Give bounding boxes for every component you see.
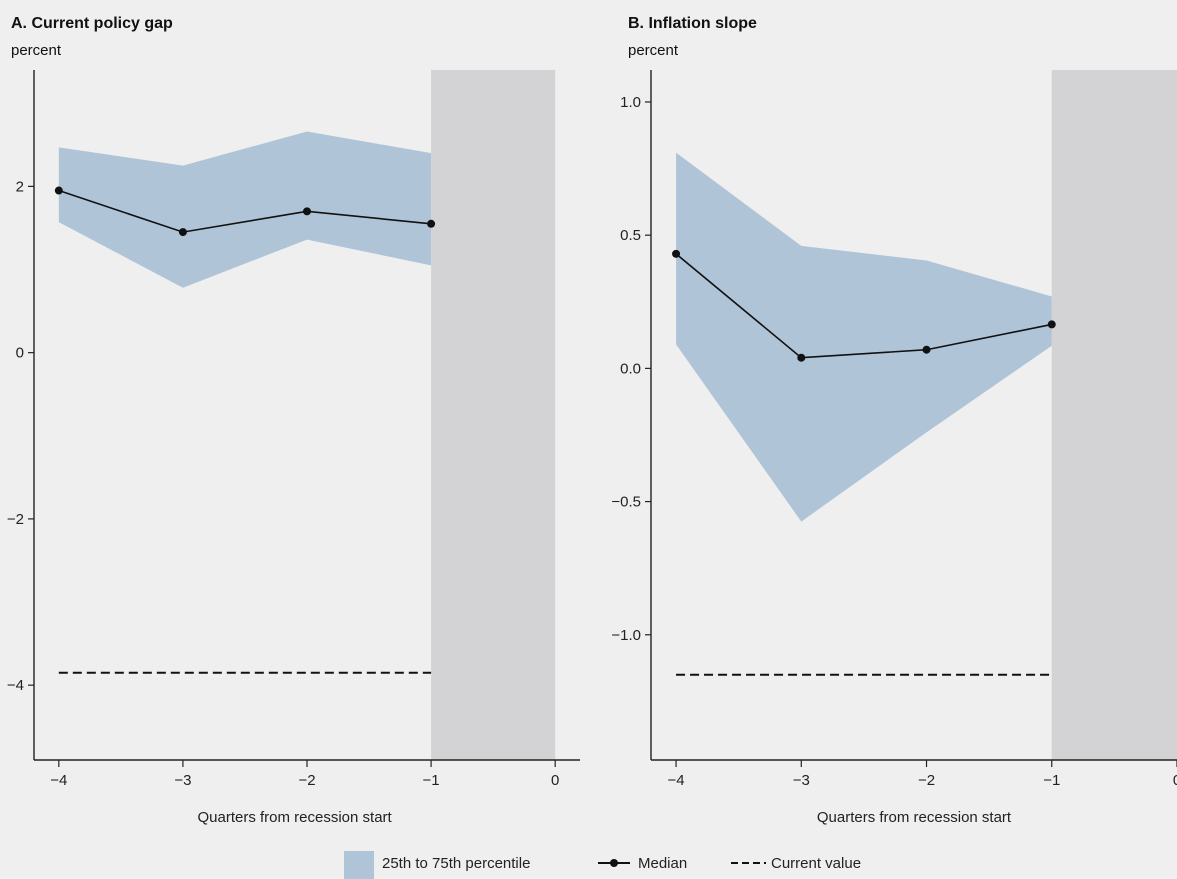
x-tick-label: −2 — [918, 772, 935, 789]
y-tick-label: −2 — [7, 511, 24, 528]
legend-median-point — [610, 859, 618, 867]
x-axis-label: Quarters from recession start — [197, 809, 392, 826]
y-tick-label: 0.5 — [620, 227, 641, 244]
median-point — [303, 207, 311, 216]
legend-label-median: Median — [638, 855, 687, 872]
y-tick-label: −1.0 — [611, 627, 641, 644]
median-line — [675, 253, 1052, 359]
median-point — [427, 219, 436, 228]
median-line — [58, 189, 432, 233]
median-point — [54, 186, 63, 195]
median-point — [672, 249, 681, 258]
x-tick-label: −1 — [1043, 772, 1060, 789]
recession-shade — [431, 70, 556, 760]
legend-label-band: 25th to 75th percentile — [382, 855, 530, 872]
x-tick-label: −3 — [793, 772, 810, 789]
median-point — [1047, 320, 1056, 329]
y-tick-label: 2 — [16, 178, 24, 195]
recession-shade — [1051, 70, 1177, 760]
median-point — [797, 353, 806, 362]
legend: 25th to 75th percentile Median Current val… — [344, 851, 861, 879]
x-tick-label: −1 — [423, 772, 440, 789]
y-tick-label: 1.0 — [620, 94, 641, 111]
x-axis-label: Quarters from recession start — [817, 809, 1012, 826]
panel-a: A. Current policy gap percent 2 0 −2 −4 −4 −3 −2… — [7, 15, 580, 826]
percentile-band — [676, 152, 1052, 522]
legend-label-current: Current value — [771, 855, 861, 872]
y-tick-label: −0.5 — [611, 494, 641, 511]
median-point — [178, 228, 187, 237]
y-tick-label: −4 — [7, 677, 24, 694]
panel-title: B. Inflation slope — [628, 15, 757, 32]
y-tick-label: 0 — [16, 345, 24, 362]
x-tick-label: −4 — [50, 772, 67, 789]
y-axis-label: percent — [628, 42, 679, 59]
x-tick-label: −4 — [667, 772, 684, 789]
x-tick-label: 0 — [1173, 772, 1177, 789]
legend-band-swatch — [344, 851, 374, 879]
x-tick-label: −3 — [174, 772, 191, 789]
y-tick-label: 0.0 — [620, 360, 641, 377]
percentile-band — [58, 131, 432, 288]
x-tick-label: −2 — [298, 772, 315, 789]
median-point — [922, 345, 931, 354]
y-axis-label: percent — [11, 42, 62, 59]
x-tick-label: 0 — [551, 772, 559, 789]
panel-title: A. Current policy gap — [11, 15, 173, 32]
panel-b: B. Inflation slope percent 1.0 0.5 0.0 −0.5 −1… — [611, 15, 1177, 826]
